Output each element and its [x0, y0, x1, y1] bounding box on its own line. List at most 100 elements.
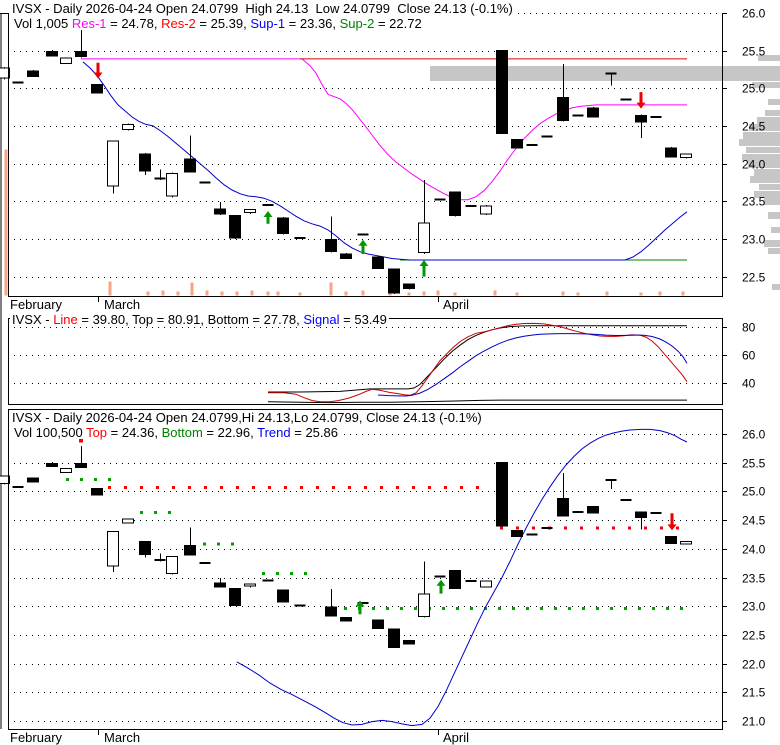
volume-bar — [453, 292, 457, 296]
price-main-chart-canvas[interactable]: 26.0 25.5 25.0 24.5 24.0 23.5 23.0 22.5 February… — [0, 7, 780, 313]
trend-panel-header-line1: IVSX - Daily 2026-04-24 Open 24.0799,Hi … — [10, 411, 484, 424]
y-axis-label: 40 — [742, 377, 756, 391]
price-trend-chart-canvas[interactable]: 26.0 25.5 25.0 24.5 24.0 23.5 23.0 22.5 22.0 21.5… — [0, 409, 766, 745]
y-axis-label: 24.0 — [742, 158, 766, 172]
candle — [635, 114, 647, 138]
candle — [340, 617, 352, 622]
candle — [139, 540, 151, 558]
volume-profile-bar — [742, 154, 780, 161]
volume-bar — [276, 291, 280, 296]
volume-profile-bar — [768, 99, 780, 105]
candle — [199, 181, 211, 184]
y-axis-label: 24.5 — [742, 514, 766, 528]
header-segment: Trend — [257, 425, 291, 440]
volume-bar — [493, 290, 497, 296]
header-segment: = 23.36, — [285, 16, 340, 31]
volume-bar — [190, 282, 194, 296]
volume-bar — [108, 281, 112, 296]
candle — [277, 589, 289, 603]
month-label: March — [104, 730, 140, 745]
candle — [75, 28, 87, 58]
candle — [262, 579, 274, 582]
header-segment: IVSX - — [12, 312, 54, 327]
volume-profile-bar — [739, 139, 780, 146]
y-axis-label: 25.5 — [742, 457, 766, 471]
volume-profile-bar — [771, 227, 780, 233]
header-segment: Bottom — [161, 425, 203, 440]
volume-bar — [266, 291, 270, 296]
header-segment: Signal — [303, 312, 340, 327]
y-axis-label: 60 — [742, 349, 756, 363]
candle — [620, 499, 632, 501]
volume-bar — [161, 290, 165, 296]
trend-blue-line — [236, 428, 688, 727]
volume-profile-bar — [752, 82, 780, 88]
candle — [60, 57, 72, 65]
candle — [154, 169, 166, 181]
volume-bar — [235, 291, 239, 296]
header-segment: = 25.39, — [195, 16, 251, 31]
volume-bar — [298, 292, 302, 296]
y-axis-label: 26.0 — [742, 428, 766, 442]
volume-bar — [329, 282, 333, 296]
candle — [12, 485, 24, 488]
header-segment: = 24.36, — [107, 425, 162, 440]
candle — [388, 628, 400, 649]
candle — [244, 208, 256, 215]
candle — [0, 475, 10, 485]
candle — [587, 107, 599, 118]
panel-frame — [0, 13, 723, 297]
volume-bar — [176, 291, 180, 296]
price-panel-header-line1: IVSX - Daily 2026-04-24 Open 24.0799 Hig… — [10, 2, 515, 15]
volume-bar — [561, 291, 565, 296]
y-axis-label: 21.0 — [742, 715, 766, 729]
candle — [650, 512, 662, 515]
candle — [496, 462, 508, 527]
sup1-blue-line — [82, 61, 688, 261]
volume-bar — [436, 290, 440, 296]
candle — [277, 217, 289, 235]
volume-bar — [220, 291, 224, 296]
candle — [294, 604, 306, 607]
candle — [605, 479, 617, 490]
trend-panel-header-line2: Vol 100,500 Top = 24.36, Bottom = 22.96,… — [12, 426, 340, 439]
candle — [511, 529, 523, 538]
oscillator-chart-canvas[interactable]: 80 60 40 — [8, 318, 756, 405]
buy-signal-arrow — [358, 239, 368, 254]
buy-signal-arrow — [419, 260, 429, 277]
candle — [572, 511, 584, 514]
volume-profile-bar — [765, 110, 780, 116]
y-axis-label: 23.0 — [742, 600, 766, 614]
candle — [12, 81, 24, 84]
sell-signal-arrow — [636, 92, 646, 109]
candle — [294, 237, 306, 240]
price-panel-header-line2: Vol 1,005 Res-1 = 24.78, Res-2 = 25.39, … — [12, 17, 424, 30]
y-axis-label: 25.0 — [742, 485, 766, 499]
candle — [262, 204, 274, 206]
header-segment: Res-2 — [161, 16, 196, 31]
volume-bar — [407, 292, 411, 296]
candle — [357, 233, 369, 236]
y-axis-label: 24.5 — [742, 120, 766, 134]
candle — [372, 619, 384, 630]
volume-profile-bar — [764, 240, 780, 247]
volume-profile-bar — [743, 132, 780, 139]
y-axis-label: 25.0 — [742, 82, 766, 96]
y-axis-label: 24.0 — [742, 543, 766, 557]
candle — [541, 527, 553, 530]
header-segment: = 39.80, Top = 80.91, Bottom = 27.78, — [77, 312, 304, 327]
candle — [465, 579, 477, 582]
candle — [229, 587, 241, 607]
volume-profile-bar — [758, 55, 780, 61]
candle — [107, 140, 119, 194]
candle — [620, 98, 632, 101]
header-segment: = 53.49 — [339, 312, 387, 327]
candle — [541, 135, 553, 138]
month-label: April — [443, 297, 469, 312]
candle — [340, 253, 352, 260]
header-segment: Line — [53, 312, 78, 327]
candle — [388, 268, 400, 294]
volume-bar — [146, 291, 150, 296]
candle — [91, 488, 103, 496]
